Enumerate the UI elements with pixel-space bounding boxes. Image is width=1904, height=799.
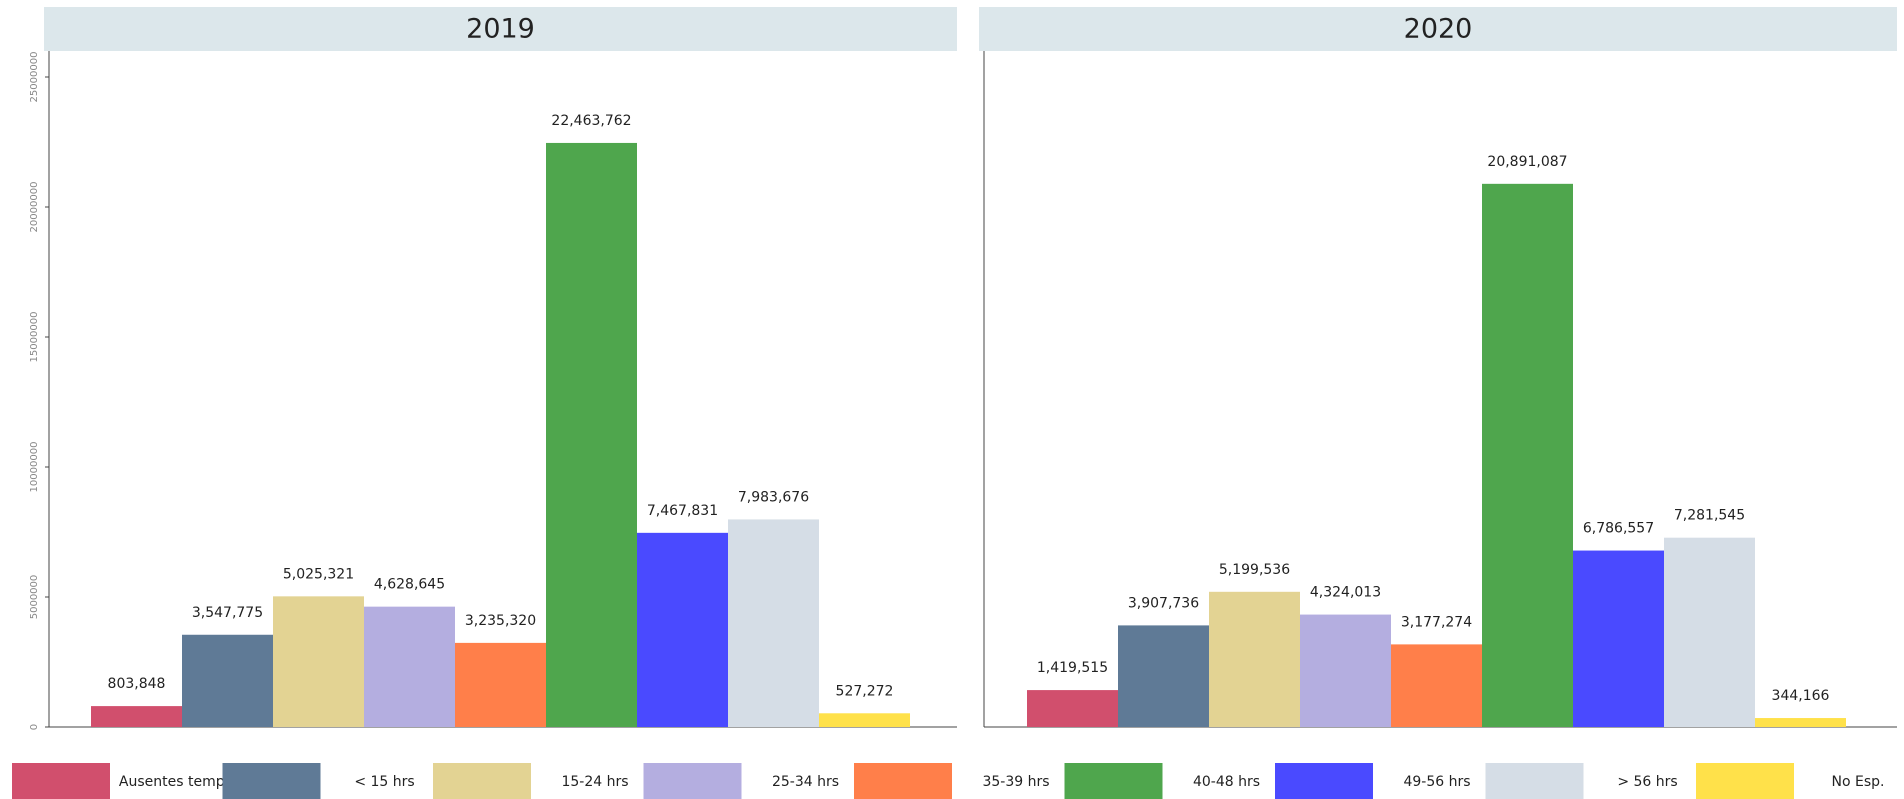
bar [1300,614,1391,727]
legend-swatch [1485,763,1584,799]
legend-swatch [12,763,110,799]
value-label: 5,025,321 [283,566,354,582]
legend-label: Ausentes temp. [119,774,229,790]
legend-label: 25-34 hrs [772,774,839,790]
panel-header [979,7,1897,51]
value-label: 803,848 [108,676,166,692]
value-label: 20,891,087 [1487,154,1567,170]
bar [1027,690,1118,727]
legend-swatch [1696,763,1794,799]
y-tick-label: 20000000 [29,182,40,233]
y-tick-label: 5000000 [29,575,40,620]
bar [91,706,182,727]
legend-swatch [222,763,321,799]
panel-title: 2019 [466,14,535,45]
y-tick-label: 25000000 [29,52,40,103]
value-label: 3,235,320 [465,613,536,629]
bar [1209,591,1300,727]
legend-label: < 15 hrs [354,774,414,790]
legend-label: 35-39 hrs [982,774,1049,790]
bar [546,142,637,727]
value-label: 7,467,831 [647,503,718,519]
legend-swatch [433,763,531,799]
legend-swatch [1064,763,1163,799]
bar [1664,537,1755,727]
legend-swatch [643,763,742,799]
panel-title: 2020 [1404,14,1473,45]
bar [182,634,273,727]
y-tick-label: 15000000 [29,312,40,363]
value-label: 7,281,545 [1674,508,1745,524]
value-label: 7,983,676 [738,489,809,505]
value-label: 6,786,557 [1583,521,1654,537]
bar [1573,550,1664,727]
bar [1118,625,1209,727]
bar [1482,183,1573,728]
legend-label: 49-56 hrs [1403,774,1470,790]
bar [1391,644,1482,727]
value-label: 4,628,645 [374,577,445,593]
legend-swatch [1275,763,1373,799]
legend-label: 40-48 hrs [1193,774,1260,790]
bar [819,713,910,727]
bar [364,606,455,727]
y-tick-label: 0 [29,724,40,730]
bar [455,642,546,727]
value-label: 5,199,536 [1219,562,1290,578]
legend-label: > 56 hrs [1617,774,1677,790]
value-label: 344,166 [1772,688,1830,704]
value-label: 4,324,013 [1310,585,1381,601]
value-label: 3,177,274 [1401,614,1472,630]
legend-swatch [854,763,952,799]
y-tick-label: 10000000 [29,442,40,493]
bar [273,596,364,727]
value-label: 1,419,515 [1037,660,1108,676]
bar [1755,718,1846,727]
legend-label: No Esp. [1832,774,1885,790]
value-label: 3,907,736 [1128,595,1199,611]
bar [637,532,728,727]
value-label: 527,272 [836,683,894,699]
panel-header [44,7,957,51]
bar [728,519,819,727]
value-label: 3,547,775 [192,605,263,621]
value-label: 22,463,762 [551,113,631,129]
legend-label: 15-24 hrs [561,774,628,790]
